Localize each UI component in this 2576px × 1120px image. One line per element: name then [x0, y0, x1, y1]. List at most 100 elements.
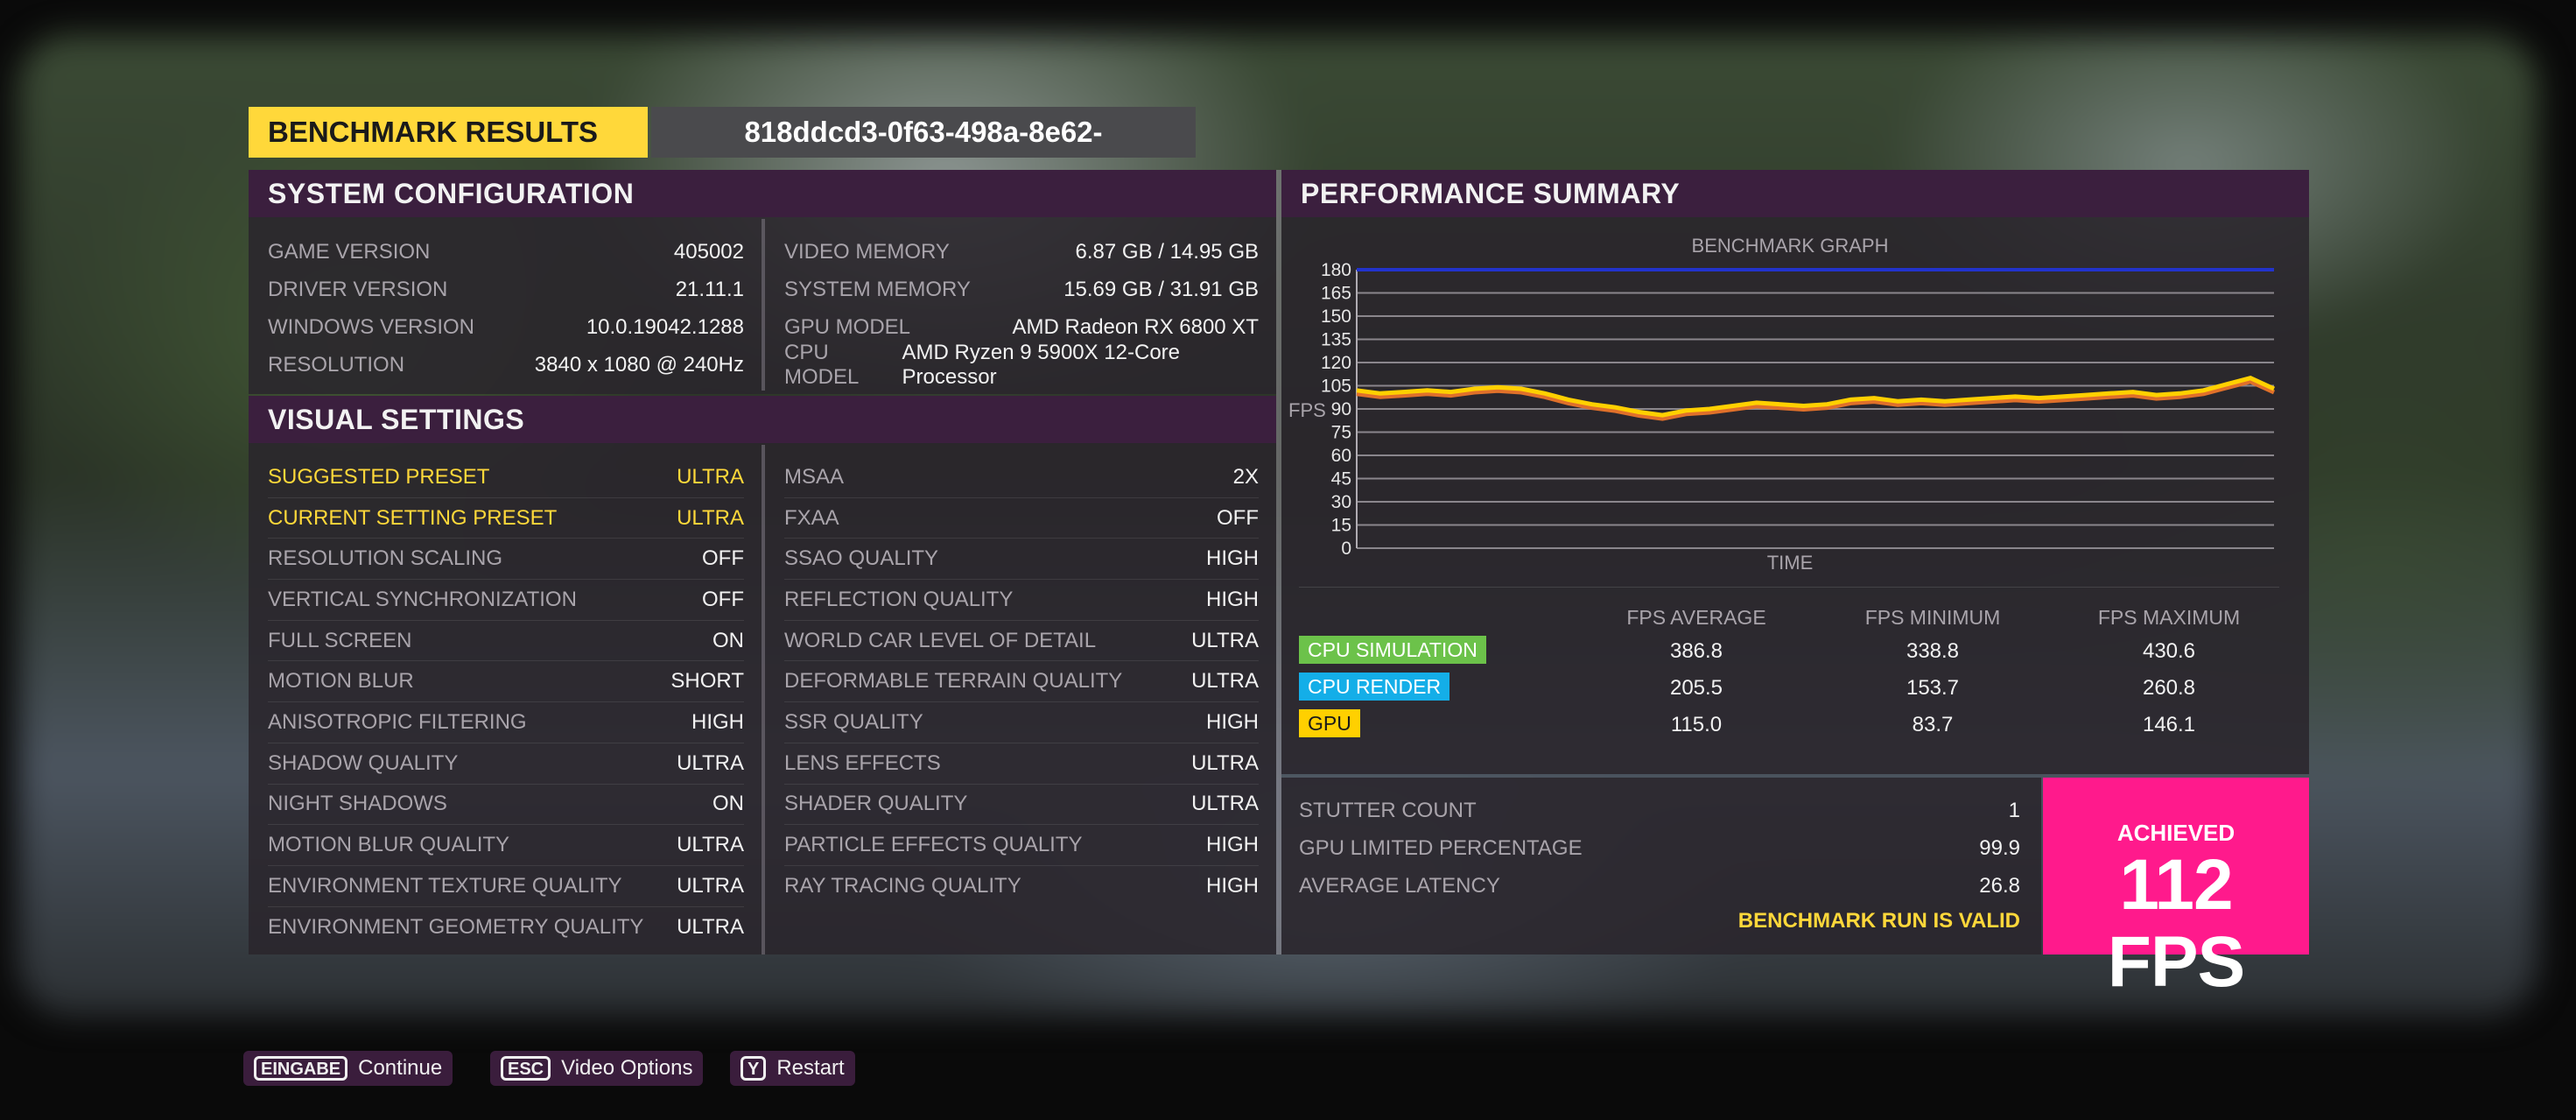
system-config-value: 3840 x 1080 @ 240Hz	[534, 352, 744, 377]
visual-setting-row: NIGHT SHADOWS ON	[268, 785, 744, 826]
stats-panel	[1281, 778, 2041, 954]
stat-row: STUTTER COUNT 1	[1299, 792, 2020, 829]
perf-avg-value: 205.5	[1669, 676, 1723, 700]
visual-setting-value: ULTRA	[1191, 628, 1259, 652]
visual-setting-label: SSR QUALITY	[784, 710, 923, 735]
visual-setting-value: OFF	[702, 587, 744, 611]
visual-setting-value: ULTRA	[677, 505, 744, 530]
gpu-series-line	[1356, 376, 2276, 418]
performance-summary-title: PERFORMANCE SUMMARY	[1281, 170, 2309, 217]
visual-setting-row: ENVIRONMENT TEXTURE QUALITY ULTRA	[268, 866, 744, 907]
stat-row: AVERAGE LATENCY 26.8	[1299, 867, 2020, 905]
y-key-icon: Y	[741, 1056, 767, 1081]
visual-setting-label: DEFORMABLE TERRAIN QUALITY	[784, 669, 1123, 694]
perf-row-name: CPU SIMULATION	[1299, 636, 1486, 664]
perf-max-value: 146.1	[2142, 713, 2196, 736]
visual-setting-row: SSR QUALITY HIGH	[784, 702, 1259, 743]
enter-key-icon: EINGABE	[254, 1056, 348, 1081]
esc-key-icon: ESC	[501, 1056, 551, 1081]
system-config-row: GPU MODEL AMD Radeon RX 6800 XT	[784, 308, 1259, 346]
y-tick-label: 150	[1321, 306, 1351, 327]
perf-min-value: 153.7	[1906, 676, 1960, 700]
continue-button[interactable]: EINGABE Continue	[243, 1051, 453, 1086]
stat-value: 99.9	[1979, 835, 2020, 860]
visual-setting-label: WORLD CAR LEVEL OF DETAIL	[784, 628, 1097, 652]
visual-setting-label: ENVIRONMENT TEXTURE QUALITY	[268, 873, 622, 898]
stat-row: GPU LIMITED PERCENTAGE 99.9	[1299, 829, 2020, 867]
system-config-value: 405002	[673, 239, 744, 264]
perf-min-value: 338.8	[1906, 639, 1960, 663]
restart-button[interactable]: Y Restart	[730, 1051, 855, 1086]
visual-setting-value: SHORT	[670, 669, 744, 694]
visual-setting-row: FXAA OFF	[784, 498, 1259, 539]
visual-setting-label: RESOLUTION SCALING	[268, 546, 503, 571]
visual-setting-row: MOTION BLUR QUALITY ULTRA	[268, 825, 744, 866]
system-config-row: GAME VERSION 405002	[268, 233, 744, 271]
system-config-label: CPU MODEL	[784, 340, 860, 389]
y-tick-label: 120	[1321, 353, 1351, 373]
perf-row: CPU SIMULATION 386.8 338.8 430.6	[1299, 636, 2222, 671]
visual-setting-value: OFF	[702, 546, 744, 571]
visual-setting-value: ULTRA	[1191, 669, 1259, 694]
visual-setting-value: 2X	[1232, 464, 1259, 489]
visual-setting-label: SHADOW QUALITY	[268, 750, 459, 775]
system-config-row: SYSTEM MEMORY 15.69 GB / 31.91 GB	[784, 271, 1259, 308]
visual-setting-label: CURRENT SETTING PRESET	[268, 505, 558, 530]
system-config-label: RESOLUTION	[268, 352, 405, 377]
visual-setting-value: ULTRA	[677, 915, 744, 940]
visual-setting-label: LENS EFFECTS	[784, 750, 941, 775]
y-tick-label: 30	[1331, 492, 1351, 512]
stat-label: STUTTER COUNT	[1299, 798, 1477, 822]
perf-max-value: 430.6	[2142, 639, 2196, 663]
perf-min-value: 83.7	[1912, 713, 1954, 736]
visual-setting-label: SSAO QUALITY	[784, 546, 939, 571]
y-tick-label: 90	[1331, 399, 1351, 419]
visual-setting-value: ULTRA	[1191, 792, 1259, 816]
visual-setting-value: ON	[712, 792, 744, 816]
benchmark-graph-title: BENCHMARK GRAPH	[1691, 235, 1889, 257]
visual-setting-row: SSAO QUALITY HIGH	[784, 539, 1259, 581]
system-config-value: 21.11.1	[675, 277, 744, 301]
video-options-button[interactable]: ESC Video Options	[490, 1051, 704, 1086]
visual-setting-row: VERTICAL SYNCHRONIZATION OFF	[268, 580, 744, 621]
visual-setting-value: ULTRA	[677, 750, 744, 775]
visual-setting-row: WORLD CAR LEVEL OF DETAIL ULTRA	[784, 621, 1259, 662]
continue-label: Continue	[358, 1056, 443, 1080]
system-config-row: RESOLUTION 3840 x 1080 @ 240Hz	[268, 346, 744, 384]
visual-setting-label: VERTICAL SYNCHRONIZATION	[268, 587, 577, 611]
visual-setting-label: FXAA	[784, 505, 839, 530]
system-config-row: WINDOWS VERSION 10.0.19042.1288	[268, 308, 744, 346]
visual-setting-value: HIGH	[1206, 833, 1259, 857]
visual-setting-label: PARTICLE EFFECTS QUALITY	[784, 833, 1083, 857]
system-config-row: VIDEO MEMORY 6.87 GB / 14.95 GB	[784, 233, 1259, 271]
y-tick-label: 165	[1321, 284, 1351, 304]
visual-setting-label: RAY TRACING QUALITY	[784, 874, 1021, 898]
visual-setting-value: HIGH	[1206, 874, 1259, 898]
visual-setting-row: MSAA 2X	[784, 457, 1259, 498]
visual-settings-title: VISUAL SETTINGS	[249, 396, 1276, 443]
y-tick-label: 60	[1331, 446, 1351, 466]
system-config-value: AMD Ryzen 9 5900X 12-Core Processor	[902, 340, 1181, 389]
system-config-label: GAME VERSION	[268, 239, 431, 264]
stat-label: AVERAGE LATENCY	[1299, 873, 1500, 898]
gpu-series-shadow	[1356, 379, 2276, 421]
stat-label: GPU LIMITED PERCENTAGE	[1299, 835, 1583, 860]
visual-setting-row: ANISOTROPIC FILTERING HIGH	[268, 702, 744, 743]
visual-setting-row: SHADOW QUALITY ULTRA	[268, 743, 744, 785]
visual-setting-row: REFLECTION QUALITY HIGH	[784, 580, 1259, 621]
visual-setting-row: LENS EFFECTS ULTRA	[784, 743, 1259, 785]
system-config-label: GPU MODEL	[784, 314, 911, 339]
perf-row: GPU 115.0 83.7 146.1	[1299, 709, 2222, 744]
y-tick-label: 180	[1321, 260, 1351, 280]
system-config-label: SYSTEM MEMORY	[784, 277, 971, 301]
visual-setting-row: DEFORMABLE TERRAIN QUALITY ULTRA	[784, 662, 1259, 703]
system-config-value: AMD Radeon RX 6800 XT	[1012, 314, 1259, 339]
chart-xlabel: TIME	[1766, 552, 1814, 574]
achieved-label: ACHIEVED	[2116, 820, 2236, 846]
visual-setting-value: ULTRA	[677, 873, 744, 898]
visual-settings-divider	[762, 445, 765, 954]
y-tick-label: 0	[1341, 539, 1351, 559]
stat-value: 1	[2008, 798, 2020, 822]
visual-setting-value: HIGH	[691, 710, 744, 735]
